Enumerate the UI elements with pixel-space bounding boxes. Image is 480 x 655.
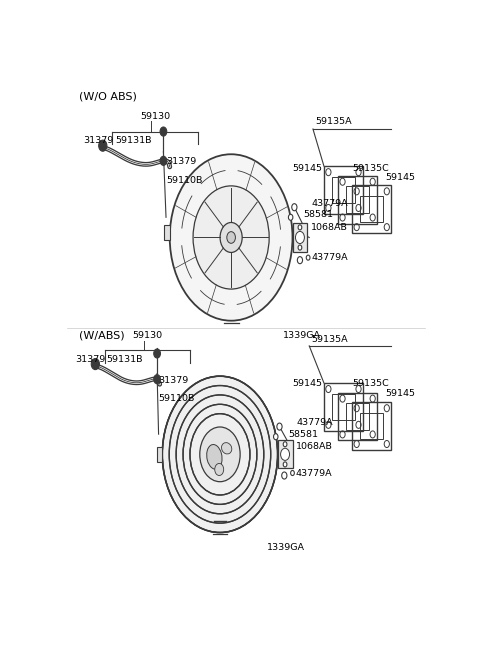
Text: 59135C: 59135C xyxy=(352,164,389,173)
Text: 59131B: 59131B xyxy=(107,354,143,364)
Circle shape xyxy=(290,470,294,476)
Text: 1339GA: 1339GA xyxy=(266,543,304,552)
Ellipse shape xyxy=(207,445,222,469)
Circle shape xyxy=(91,358,99,369)
Ellipse shape xyxy=(221,443,232,454)
Text: (W/O ABS): (W/O ABS) xyxy=(79,91,136,102)
Text: 31379: 31379 xyxy=(83,136,113,145)
Text: 43779A: 43779A xyxy=(296,469,332,478)
Circle shape xyxy=(160,127,167,136)
Circle shape xyxy=(298,245,302,250)
Circle shape xyxy=(277,423,282,430)
Text: 59145: 59145 xyxy=(292,379,322,388)
Text: 59110B: 59110B xyxy=(158,394,194,403)
Bar xyxy=(338,392,377,440)
Text: 43779A: 43779A xyxy=(311,253,348,262)
Text: 59130: 59130 xyxy=(132,331,163,341)
Bar xyxy=(352,402,391,450)
Circle shape xyxy=(274,434,278,440)
Text: 59130: 59130 xyxy=(140,112,170,121)
Circle shape xyxy=(282,472,287,479)
Circle shape xyxy=(292,204,297,211)
Circle shape xyxy=(281,448,289,460)
Circle shape xyxy=(288,214,293,220)
Circle shape xyxy=(283,441,287,447)
Text: 59135A: 59135A xyxy=(315,117,351,126)
Circle shape xyxy=(154,375,160,384)
Text: 59145: 59145 xyxy=(292,164,322,173)
Circle shape xyxy=(220,223,242,252)
Text: 59135A: 59135A xyxy=(311,335,348,345)
Text: 31379: 31379 xyxy=(166,157,196,166)
Circle shape xyxy=(298,225,302,230)
Circle shape xyxy=(162,376,277,533)
Bar xyxy=(332,177,355,203)
Circle shape xyxy=(296,231,304,244)
Text: 59131B: 59131B xyxy=(115,136,152,145)
Text: 43779A: 43779A xyxy=(311,198,348,208)
Text: 58581: 58581 xyxy=(288,430,318,439)
Circle shape xyxy=(154,349,160,358)
Bar xyxy=(164,225,170,240)
Text: 59110B: 59110B xyxy=(166,176,203,185)
Bar xyxy=(292,223,307,252)
Bar xyxy=(338,176,377,223)
Text: 1068AB: 1068AB xyxy=(296,442,333,451)
Bar xyxy=(346,187,369,213)
Text: 31379: 31379 xyxy=(75,354,105,364)
Text: 43779A: 43779A xyxy=(296,418,333,427)
Bar xyxy=(324,166,363,214)
Bar xyxy=(156,447,162,462)
Bar xyxy=(360,196,384,223)
Bar xyxy=(352,185,391,233)
Circle shape xyxy=(193,186,269,289)
Bar xyxy=(346,403,369,430)
Circle shape xyxy=(160,157,167,165)
Bar xyxy=(324,383,363,431)
Circle shape xyxy=(283,462,287,467)
Bar xyxy=(332,394,355,420)
Bar xyxy=(277,440,292,468)
Circle shape xyxy=(170,154,292,321)
Circle shape xyxy=(297,257,302,264)
Circle shape xyxy=(215,464,224,476)
Text: 31379: 31379 xyxy=(158,376,188,384)
Circle shape xyxy=(99,140,107,151)
Bar xyxy=(360,413,384,440)
Circle shape xyxy=(227,232,235,243)
Text: 1068AB: 1068AB xyxy=(311,223,348,232)
Text: 1339GA: 1339GA xyxy=(283,331,321,341)
Circle shape xyxy=(306,255,310,260)
Text: 59145: 59145 xyxy=(386,173,416,182)
Text: 58581: 58581 xyxy=(303,210,333,219)
Text: 59135C: 59135C xyxy=(352,379,389,388)
Text: (W/ABS): (W/ABS) xyxy=(79,331,124,341)
Text: 59145: 59145 xyxy=(386,388,416,398)
Circle shape xyxy=(200,427,240,481)
